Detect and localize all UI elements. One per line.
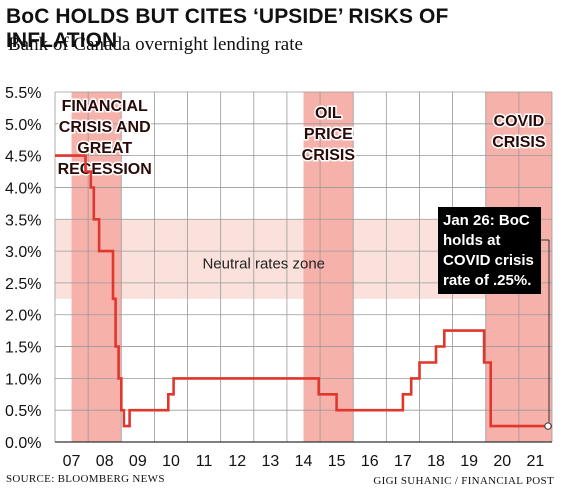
annotation-text-line: holds at — [443, 232, 501, 249]
x-tick-label: 11 — [196, 453, 213, 470]
x-tick-label: 19 — [460, 453, 478, 470]
x-tick-label: 16 — [361, 453, 379, 470]
credit-note: GIGI SUHANIC / FINANCIAL POST — [373, 475, 554, 487]
x-tick-label: 20 — [493, 453, 511, 470]
x-tick-label: 10 — [162, 453, 180, 470]
crisis-label-line: RECESSION — [58, 161, 152, 178]
y-tick-label: 2.0% — [5, 308, 41, 325]
source-note: SOURCE: BLOOMBERG NEWS — [6, 473, 165, 485]
crisis-label-line: PRICE — [304, 126, 353, 143]
x-tick-label: 09 — [129, 453, 147, 470]
x-tick-label: 08 — [96, 453, 114, 470]
x-tick-label: 13 — [261, 453, 279, 470]
crisis-label-line: CRISIS — [302, 147, 356, 164]
y-tick-label: 3.0% — [5, 244, 41, 261]
end-point-marker — [544, 422, 552, 430]
crisis-label-line: COVID — [494, 113, 545, 130]
x-tick-label: 07 — [63, 453, 81, 470]
chart-title: BoC HOLDS BUT CITES ‘UPSIDE’ RISKS OF IN… — [6, 5, 449, 52]
crisis-label-line: GREAT — [77, 140, 132, 157]
neutral-band-label: Neutral rates zone — [202, 256, 325, 273]
y-tick-label: 4.5% — [5, 149, 41, 166]
crisis-label-line: FINANCIAL — [62, 98, 148, 115]
y-tick-label: 3.5% — [5, 212, 41, 229]
x-tick-label: 17 — [394, 453, 412, 470]
annotation-box — [438, 207, 541, 294]
crisis-label-line: CRISIS — [492, 134, 546, 151]
rate-line — [55, 154, 552, 428]
chart-subtitle: Bank of Canada overnight lending rate — [8, 34, 303, 55]
y-tick-label: 4.0% — [5, 180, 41, 197]
y-tick-label: 1.0% — [5, 371, 41, 388]
x-tick-label: 21 — [527, 453, 545, 470]
crisis-label-line: OIL — [315, 105, 342, 122]
x-tick-label: 18 — [427, 453, 445, 470]
y-tick-label: 2.5% — [5, 276, 41, 293]
x-tick-label: 14 — [295, 453, 313, 470]
annotation-text-line: Jan 26: BoC — [443, 212, 530, 229]
y-tick-label: 1.5% — [5, 340, 41, 357]
y-tick-label: 5.5% — [5, 85, 41, 102]
crisis-label-line: CRISIS AND — [59, 119, 151, 136]
annotation-text-line: COVID crisis — [443, 252, 534, 269]
annotation-text-line: rate of .25%. — [443, 272, 531, 289]
y-tick-label: 0.5% — [5, 403, 41, 420]
y-tick-label: 0.0% — [5, 435, 41, 452]
x-tick-label: 12 — [228, 453, 246, 470]
x-tick-label: 15 — [328, 453, 346, 470]
y-tick-label: 5.0% — [5, 117, 41, 134]
crisis-shade-1 — [303, 92, 354, 442]
